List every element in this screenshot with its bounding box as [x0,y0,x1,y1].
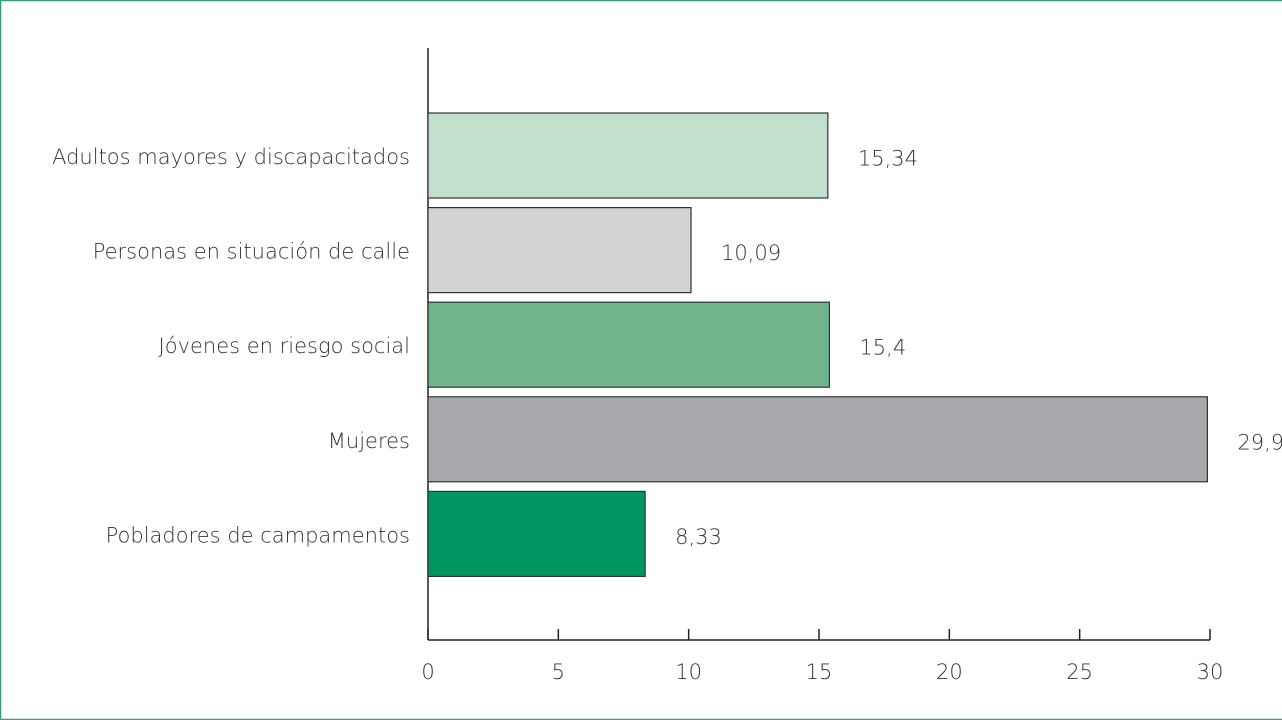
y-tick-label: Jóvenes en riesgo social [159,334,410,358]
value-label: 10,09 [721,241,781,265]
value-label: 29,9 [1237,430,1282,454]
y-tick-label: Mujeres [328,429,410,453]
value-label: 8,33 [675,525,722,549]
x-tick-label: 20 [936,660,963,684]
bar [427,396,1208,483]
bar [427,207,692,294]
y-tick-label: Personas en situación de calle [93,240,410,264]
bar [427,301,831,388]
x-tick-label: 10 [675,660,702,684]
value-label: 15,4 [859,336,906,360]
bar [427,490,646,577]
bar [427,112,829,199]
x-tick-label: 0 [421,660,434,684]
x-tick-label: 30 [1197,660,1224,684]
x-tick-label: 5 [552,660,565,684]
value-label: 15,34 [858,147,918,171]
y-tick-label: Pobladores de campamentos [106,523,410,547]
x-tick-label: 15 [806,660,833,684]
x-tick-label: 25 [1066,660,1093,684]
y-tick-label: Adultos mayores y discapacitados [52,145,410,169]
